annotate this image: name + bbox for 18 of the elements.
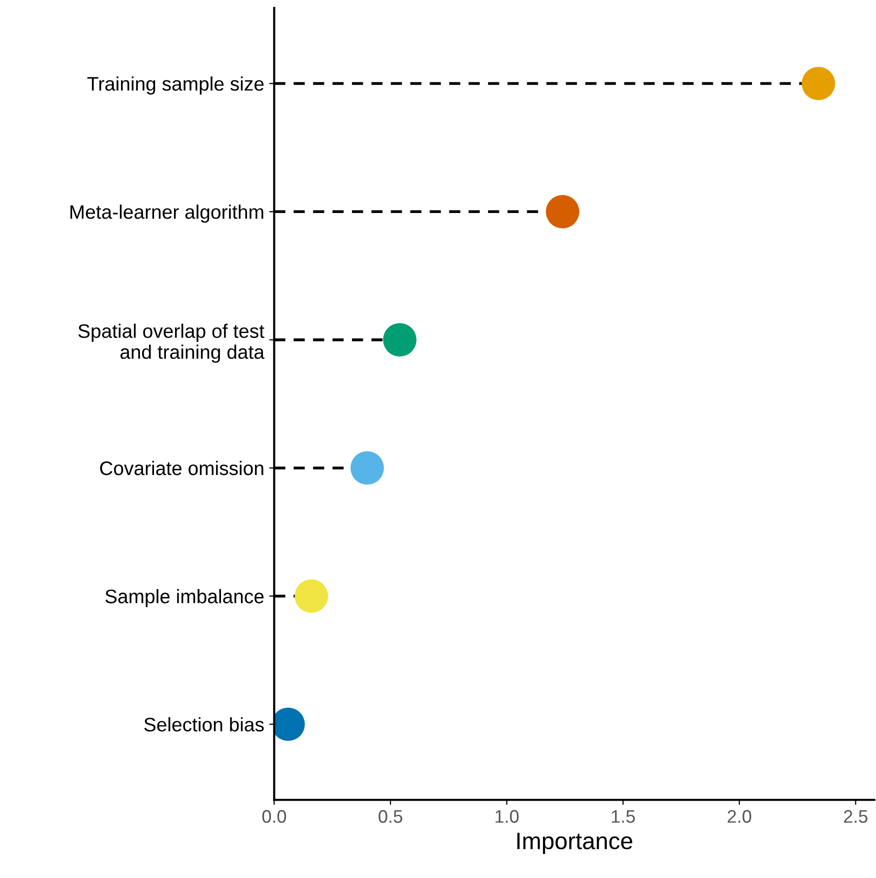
point <box>350 451 384 485</box>
x-tick-label: 1.5 <box>612 810 635 823</box>
point <box>294 579 328 613</box>
y-tick-label: Covariate omission <box>100 460 264 476</box>
y-tick-label: Selection bias <box>144 717 264 732</box>
y-tick-label: Meta-learner algorithm <box>70 204 264 223</box>
x-axis-title: Importance <box>517 832 632 854</box>
x-tick-label: 0.5 <box>378 810 402 823</box>
y-tick-label: Training sample size <box>87 76 264 95</box>
x-tick-label: 0.0 <box>262 810 286 823</box>
point <box>546 194 580 228</box>
y-tick-label: Spatial overlap of test and training data <box>78 324 264 363</box>
point <box>383 323 416 356</box>
y-tick-label: Sample imbalance <box>105 589 264 608</box>
x-tick-label: 1.0 <box>496 810 519 823</box>
point <box>802 66 836 100</box>
x-tick-label: 2.0 <box>728 810 752 823</box>
x-tick-label: 2.5 <box>844 810 868 823</box>
